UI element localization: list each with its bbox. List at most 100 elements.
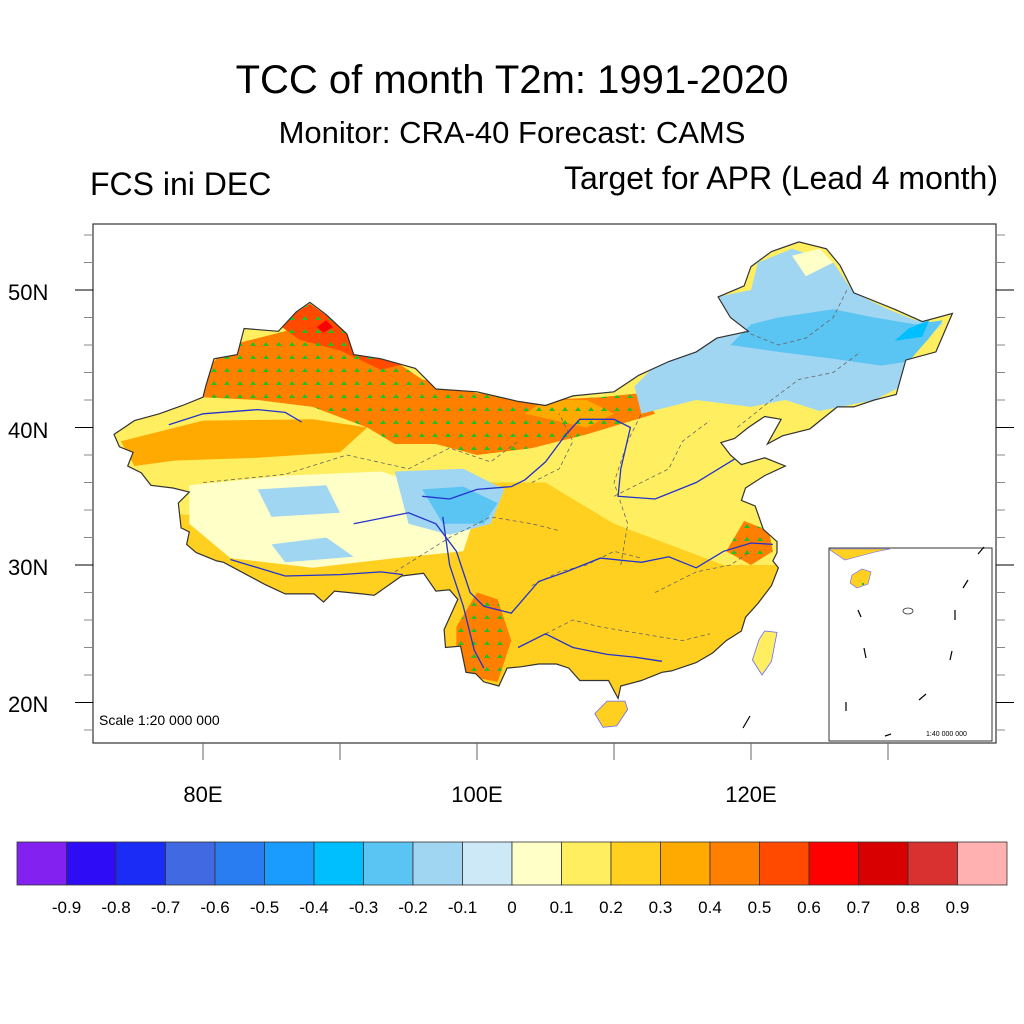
colorbar-label: 0.5 <box>747 898 772 917</box>
colorbar-swatch <box>561 841 612 886</box>
nine-dash-segment <box>977 546 985 555</box>
colorbar-swatch <box>264 841 315 886</box>
colorbar-label: -0.4 <box>299 898 329 917</box>
scale-label: Scale 1:20 000 000 <box>99 712 220 728</box>
tcc-region <box>894 320 930 341</box>
colorbar-label: 0.8 <box>896 898 920 917</box>
province-boundary <box>394 516 560 573</box>
colorbar-swatch <box>66 841 117 886</box>
lat-label: 30N <box>8 555 49 580</box>
colorbar-swatch <box>363 841 414 886</box>
colorbar-label: -0.7 <box>150 898 181 917</box>
river <box>422 418 735 500</box>
colorbar-label: -0.2 <box>398 898 428 917</box>
map-frame <box>92 223 997 744</box>
province-boundary <box>613 413 642 566</box>
significance-stipple <box>525 400 614 428</box>
colorbar-label: 0.9 <box>945 898 970 917</box>
colorbar-label: 0 <box>507 898 517 917</box>
tcc-region <box>730 309 943 366</box>
nine-dash-segment <box>918 693 927 701</box>
colorbar-label: -0.1 <box>447 898 478 917</box>
tcc-region <box>792 248 834 277</box>
hainan-island <box>594 700 629 728</box>
colorbar-label: 0.7 <box>846 898 871 917</box>
colorbar-swatch <box>660 841 711 886</box>
province-boundary <box>531 413 574 483</box>
river <box>168 408 302 426</box>
river <box>442 516 485 669</box>
rivers <box>168 408 773 669</box>
river <box>517 633 663 662</box>
significance-stipple <box>456 592 512 682</box>
colorbar-swatch <box>313 841 364 886</box>
nine-dash-segment <box>962 579 969 589</box>
axis-ticks <box>75 234 1014 760</box>
lat-label: 50N <box>8 280 49 305</box>
province-boundary <box>202 440 519 483</box>
province-boundaries <box>202 289 861 642</box>
colorbar-swatch <box>214 841 265 886</box>
river <box>230 558 404 577</box>
taiwan-island <box>751 630 778 676</box>
colorbar-label: -0.9 <box>51 898 82 917</box>
left-subtitle: FCS ini DEC <box>90 166 272 202</box>
colorbar-swatch <box>462 841 513 886</box>
nine-dash-segment <box>742 715 751 729</box>
tcc-region <box>586 441 710 497</box>
colorbar-swatch <box>957 841 1008 886</box>
province-boundary <box>531 550 642 586</box>
nine-dash-segment <box>857 609 862 618</box>
province-boundary <box>737 351 861 428</box>
colorbar-label: 0.4 <box>698 898 722 917</box>
significance-stipple <box>316 320 334 333</box>
lon-label: 80E <box>183 782 223 807</box>
lat-label: 40N <box>8 418 49 443</box>
colorbar-swatch <box>709 841 760 886</box>
colorbar-swatch <box>759 841 810 886</box>
colorbar-swatch <box>16 841 67 886</box>
colorbar-label: 0.1 <box>549 898 574 917</box>
nine-dash-segment <box>949 650 953 661</box>
colorbar-label: 0.2 <box>599 898 623 917</box>
inset-islet <box>902 607 914 615</box>
tcc-region <box>257 485 340 517</box>
lon-label: 100E <box>451 782 503 807</box>
colorbar-label: -0.6 <box>200 898 230 917</box>
colorbar-swatch <box>808 841 859 886</box>
colorbar-swatch <box>907 841 958 886</box>
colorbar-swatch <box>115 841 166 886</box>
inset-coast <box>829 548 891 561</box>
lon-label: 120E <box>725 782 777 807</box>
colorbar <box>16 841 1008 886</box>
tcc-region <box>422 486 498 524</box>
colorbar-label: -0.3 <box>348 898 379 917</box>
colorbar-label: 0.3 <box>648 898 673 917</box>
colorbar-swatch <box>858 841 909 886</box>
colorbar-swatch <box>412 841 463 886</box>
tcc-region <box>271 537 354 563</box>
colorbar-swatch <box>610 841 661 886</box>
colorbar-swatch <box>165 841 216 886</box>
lat-label: 20N <box>8 692 49 717</box>
subtitle: Monitor: CRA-40 Forecast: CAMS <box>278 115 746 150</box>
china-border <box>113 241 954 701</box>
colorbar-label: -0.5 <box>249 898 280 917</box>
right-subtitle: Target for APR (Lead 4 month) <box>564 160 998 196</box>
nine-dash-segment <box>863 647 867 659</box>
main-title: TCC of month T2m: 1991-2020 <box>235 58 789 102</box>
south-china-sea-inset <box>828 546 993 742</box>
colorbar-swatch <box>511 841 562 886</box>
islands <box>594 630 778 729</box>
province-boundary <box>654 550 752 593</box>
inset-scale-label: 1:40 000 000 <box>926 731 967 738</box>
province-boundary <box>545 619 710 642</box>
colorbar-label: 0.6 <box>797 898 821 917</box>
inset-stipple <box>862 583 864 585</box>
province-boundary <box>743 289 848 346</box>
inset-hainan <box>849 568 872 589</box>
nine-dash-segment <box>884 733 892 737</box>
tcc-region <box>120 419 368 466</box>
colorbar-label: -0.8 <box>101 898 131 917</box>
